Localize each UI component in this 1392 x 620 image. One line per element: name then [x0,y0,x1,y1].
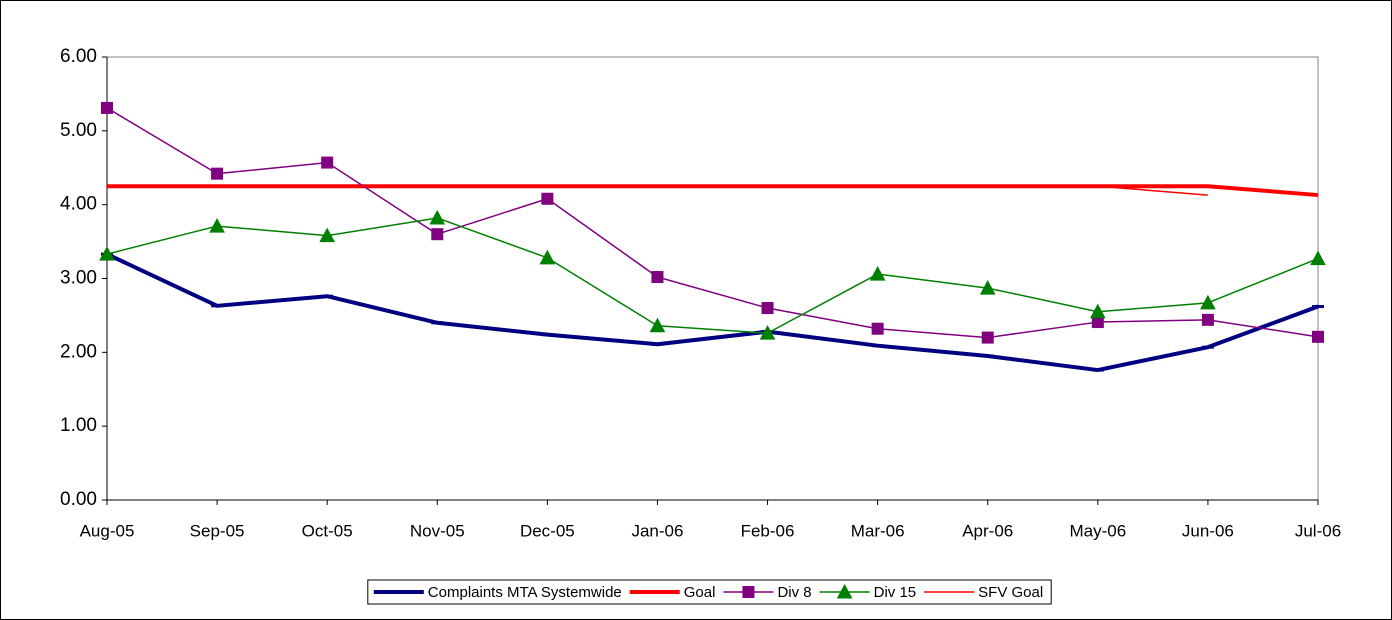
marker [211,167,224,180]
marker [321,156,334,169]
marker [209,218,225,233]
marker [1089,303,1106,319]
marker [759,325,776,340]
x-tick-label: Aug-05 [80,521,135,540]
marker [1310,250,1326,266]
marker [869,266,886,281]
legend-label: SFV Goal [978,584,1043,601]
series-line [106,252,1319,373]
marker [761,302,774,315]
marker [539,249,556,265]
plot-area [106,56,1319,501]
x-tick-label: Nov-05 [410,521,465,540]
marker [1312,330,1324,343]
x-tick-label: Oct-05 [302,521,353,540]
x-tick-label: Jan-06 [631,521,683,540]
x-tick-label: Sep-05 [190,521,245,540]
y-tick-label: 6.00 [60,46,97,67]
legend: Complaints MTA Systemwide Goal Div 8 Div 15… [367,579,1052,605]
x-tick-label: Apr-06 [962,521,1013,540]
y-tick-label: 1.00 [60,415,97,436]
y-tick-label: 2.00 [60,341,97,362]
x-tick-label: Mar-06 [851,521,905,540]
marker [1201,313,1214,326]
marker [981,331,994,344]
marker [651,271,664,284]
x-tick-label: May-06 [1069,521,1126,540]
marker [101,101,113,114]
marker [871,322,884,335]
marker [431,228,444,241]
legend-label: Div 8 [777,584,811,601]
y-tick-label: 0.00 [60,489,97,510]
x-tick-label: Jul-06 [1295,521,1341,540]
y-tick-label: 5.00 [60,120,97,141]
marker [319,227,336,243]
series-line [106,107,1319,339]
marker [99,246,115,261]
x-tick-label: Dec-05 [520,521,575,540]
marker [979,280,996,295]
x-tick-label: Feb-06 [741,521,795,540]
marker [541,192,554,205]
y-tick-label: 3.00 [60,268,97,289]
marker [1200,294,1216,310]
legend-label: Goal [684,584,716,601]
y-tick-label: 4.00 [60,194,97,215]
marker [742,586,755,598]
marker [836,583,853,599]
legend-label: Complaints MTA Systemwide [428,584,622,601]
series-line [106,217,1319,334]
marker [429,209,446,225]
legend-label: Div 15 [874,584,917,601]
x-tick-label: Jun-06 [1182,521,1234,540]
series-line [107,185,1208,196]
marker [649,317,666,333]
